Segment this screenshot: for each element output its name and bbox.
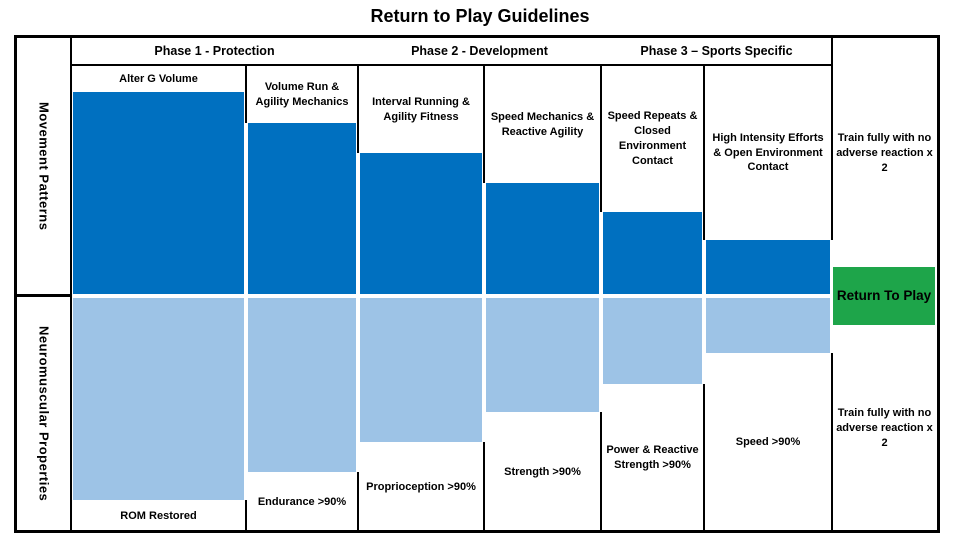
movement-bar-6 bbox=[706, 240, 830, 294]
row-label-neuromuscular-properties: Neuromuscular Properties bbox=[36, 325, 52, 502]
neuro-bar-3 bbox=[360, 298, 482, 442]
grid-line-col6-top bbox=[831, 38, 833, 240]
return-to-play-badge: Return To Play bbox=[833, 267, 935, 325]
movement-bar-2 bbox=[248, 123, 356, 294]
final-col-bottom-label: Train fully with no adverse reaction x 2 bbox=[836, 407, 933, 449]
grid-line-col6-bottom bbox=[831, 353, 833, 530]
grid-line-col2-bottom bbox=[357, 472, 359, 530]
grid-line-sidebar bbox=[70, 38, 72, 530]
final-col-top-label: Train fully with no adverse reaction x 2 bbox=[836, 132, 933, 174]
col-top-label-5: Speed Repeats & Closed Environment Conta… bbox=[607, 110, 698, 167]
grid-line-col5-top bbox=[703, 64, 705, 240]
col-bottom-label-4: Strength >90% bbox=[504, 465, 581, 478]
grid-line-col5-bottom bbox=[703, 384, 705, 530]
grid-line-col2-top bbox=[357, 64, 359, 153]
col-top-label-3: Interval Running & Agility Fitness bbox=[372, 95, 470, 123]
neuro-bar-1 bbox=[73, 298, 244, 500]
neuro-bar-4 bbox=[486, 298, 599, 412]
grid-line-col4-top bbox=[600, 64, 602, 212]
grid-line-col4-bottom bbox=[600, 412, 602, 530]
movement-bar-3 bbox=[360, 153, 482, 294]
col-bottom-label-5: Power & Reactive Strength >90% bbox=[606, 444, 699, 471]
col-top-label-1: Alter G Volume bbox=[119, 72, 198, 85]
movement-bar-1 bbox=[73, 92, 244, 294]
row-label-movement-patterns: Movement Patterns bbox=[36, 101, 52, 231]
grid-line-row-divider bbox=[17, 294, 70, 297]
movement-bar-4 bbox=[486, 183, 599, 294]
neuro-bar-2 bbox=[248, 298, 356, 472]
phase-header-2: Phase 2 - Development bbox=[411, 44, 548, 58]
grid-line-col3-bottom bbox=[483, 442, 485, 530]
col-top-label-2: Volume Run & Agility Mechanics bbox=[255, 80, 349, 108]
phase-header-3: Phase 3 – Sports Specific bbox=[640, 44, 793, 58]
col-bottom-label-3: Proprioception >90% bbox=[366, 480, 476, 493]
phase-header-1: Phase 1 - Protection bbox=[154, 44, 275, 58]
grid-line-col1-bottom bbox=[245, 500, 247, 530]
col-top-label-4: Speed Mechanics & Reactive Agility bbox=[490, 110, 595, 138]
grid-line-col3-top bbox=[483, 64, 485, 183]
col-bottom-label-1: ROM Restored bbox=[120, 509, 197, 522]
col-bottom-label-6: Speed >90% bbox=[735, 436, 801, 449]
page-title: Return to Play Guidelines bbox=[370, 6, 590, 26]
neuro-bar-6 bbox=[706, 298, 830, 353]
neuro-bar-5 bbox=[603, 298, 702, 384]
col-top-label-6: High Intensity Efforts & Open Environmen… bbox=[712, 131, 824, 174]
grid-line-header-bottom bbox=[71, 64, 832, 66]
grid-line-col1-top bbox=[245, 64, 247, 123]
col-bottom-label-2: Endurance >90% bbox=[257, 495, 347, 508]
movement-bar-5 bbox=[603, 212, 702, 294]
